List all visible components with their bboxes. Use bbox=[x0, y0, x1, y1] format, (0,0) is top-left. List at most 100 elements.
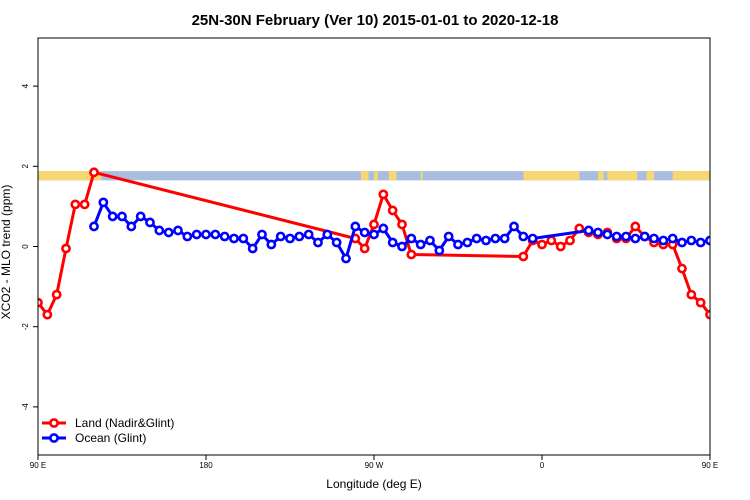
series-land-point bbox=[695, 297, 706, 308]
series-ocean-point bbox=[602, 229, 613, 240]
series-land-point bbox=[725, 245, 732, 252]
series-land-point bbox=[716, 291, 723, 298]
series-ocean-point bbox=[378, 223, 389, 234]
series-ocean-point bbox=[257, 229, 267, 240]
series-ocean-point bbox=[163, 227, 174, 238]
series-ocean-point bbox=[135, 211, 146, 222]
series-ocean-point bbox=[397, 241, 407, 252]
series-land-point bbox=[546, 235, 557, 246]
series-land-point bbox=[734, 201, 741, 208]
series-ocean-line bbox=[92, 200, 710, 260]
series-ocean-point bbox=[583, 225, 594, 236]
series-land-point bbox=[565, 235, 575, 246]
series-ocean-point bbox=[725, 231, 732, 238]
series-ocean-point bbox=[499, 233, 510, 244]
plot-area bbox=[37, 37, 750, 456]
series-ocean-point bbox=[658, 235, 669, 246]
series-ocean-point bbox=[191, 229, 202, 240]
series-ocean bbox=[89, 197, 750, 264]
series-ocean-point bbox=[387, 237, 398, 248]
series-ocean-point bbox=[611, 231, 622, 242]
series-land-point bbox=[387, 205, 398, 216]
series-ocean-point bbox=[744, 231, 750, 238]
series-land-point bbox=[359, 243, 370, 254]
series-ocean-point bbox=[518, 231, 529, 242]
legend-label: Land (Nadir&Glint) bbox=[75, 416, 174, 430]
series-ocean-point bbox=[154, 225, 165, 236]
series-ocean-point bbox=[406, 233, 417, 244]
surface-bar-land-segment-4 bbox=[420, 171, 423, 181]
series-ocean-point bbox=[89, 221, 99, 232]
series-ocean-point bbox=[145, 217, 155, 228]
surface-bar-land-segment-1 bbox=[360, 171, 369, 181]
surface-bar-land-segment-2 bbox=[374, 171, 378, 181]
series-land-point bbox=[677, 263, 687, 274]
series-ocean-point bbox=[369, 229, 379, 240]
series-ocean-point bbox=[285, 233, 295, 244]
series-ocean-point bbox=[350, 221, 361, 232]
series-ocean-point bbox=[303, 229, 314, 240]
series-ocean-point bbox=[481, 235, 491, 246]
surface-bar-land-segment-7 bbox=[607, 171, 638, 181]
series-ocean-point bbox=[667, 233, 678, 244]
series-ocean-point bbox=[275, 231, 286, 242]
series-ocean-point bbox=[621, 231, 631, 242]
series-ocean-point bbox=[126, 221, 137, 232]
series-ocean-point bbox=[425, 235, 435, 246]
plot-inner bbox=[38, 167, 750, 320]
x-axis: 90 E 180 90 W 0 90 E bbox=[30, 455, 718, 470]
series-land-point bbox=[555, 241, 566, 252]
series-ocean-point bbox=[266, 239, 277, 250]
series-ocean-point bbox=[705, 235, 710, 246]
series-ocean-point bbox=[434, 245, 445, 256]
series-ocean-point bbox=[630, 233, 641, 244]
series-ocean-point bbox=[98, 197, 109, 208]
surface-bar-land-segment-0 bbox=[38, 171, 102, 181]
series-ocean-point bbox=[294, 231, 305, 242]
y-tick-label: 0 bbox=[21, 244, 30, 249]
series-ocean-point bbox=[734, 231, 741, 238]
series-ocean-point bbox=[117, 211, 127, 222]
series-ocean-point bbox=[219, 231, 230, 242]
x-tick-label: 90 E bbox=[702, 461, 718, 470]
x-axis-label: Longitude (deg E) bbox=[326, 477, 421, 491]
series-ocean-point bbox=[677, 237, 687, 248]
series-ocean-point bbox=[649, 233, 659, 244]
series-ocean-point bbox=[462, 237, 473, 248]
x-tick-label: 90 W bbox=[365, 461, 384, 470]
series-land-point bbox=[686, 289, 697, 300]
series-ocean-point bbox=[716, 231, 723, 238]
series-ocean-point bbox=[331, 237, 342, 248]
series-ocean-point bbox=[686, 235, 697, 246]
series-land-point bbox=[630, 221, 641, 232]
series-land-point bbox=[369, 219, 379, 230]
series-ocean-point bbox=[639, 231, 650, 242]
series-ocean-point bbox=[695, 237, 706, 248]
x-tick-label: 0 bbox=[540, 461, 545, 470]
y-tick-label: 4 bbox=[21, 83, 30, 88]
series-ocean-point bbox=[415, 239, 426, 250]
series-ocean-point bbox=[247, 243, 258, 254]
legend-marker bbox=[49, 418, 59, 428]
series-land-point bbox=[378, 189, 389, 200]
series-ocean-point bbox=[593, 227, 603, 238]
series-ocean-point bbox=[359, 227, 370, 238]
series-land-point bbox=[406, 249, 417, 260]
series-land-point bbox=[89, 167, 99, 178]
series-ocean-point bbox=[490, 233, 501, 244]
series-ocean-point bbox=[173, 225, 183, 236]
y-tick-label: 2 bbox=[21, 164, 30, 169]
surface-bar-land-segment-8 bbox=[646, 171, 654, 181]
series-ocean-point bbox=[229, 233, 239, 244]
series-land-point bbox=[537, 239, 547, 250]
legend-entry: Ocean (Glint) bbox=[42, 431, 146, 445]
series-ocean-point bbox=[210, 229, 221, 240]
series-land-point bbox=[744, 201, 750, 208]
legend-marker bbox=[49, 433, 59, 443]
legend-entry: Land (Nadir&Glint) bbox=[42, 416, 174, 430]
series-ocean-point bbox=[453, 239, 463, 250]
series-land-point bbox=[70, 199, 81, 210]
plot-frame bbox=[37, 37, 711, 456]
series-ocean-point bbox=[341, 253, 351, 264]
